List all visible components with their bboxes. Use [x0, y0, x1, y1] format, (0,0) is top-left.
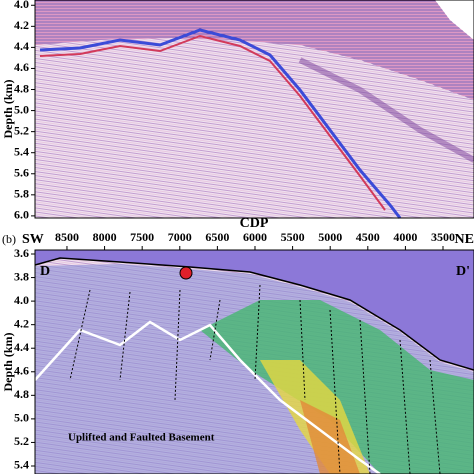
x-tick-label: 8500 — [55, 230, 79, 244]
y-tick-label: 5.4 — [14, 458, 29, 472]
y-tick-label: 4.8 — [14, 81, 29, 95]
x-tick-label: 4500 — [356, 230, 380, 244]
y-tick-label: 4.6 — [14, 364, 29, 378]
x-tick-label: 4000 — [393, 230, 417, 244]
y-tick-label: 4.4 — [14, 39, 29, 53]
annotation: Uplifted and Faulted Basement — [68, 432, 215, 444]
y-axis-label: Depth (km) — [1, 332, 15, 391]
x-tick-label: 5500 — [281, 230, 305, 244]
section-end: D' — [456, 264, 470, 279]
y-tick-label: 4.8 — [14, 387, 29, 401]
y-tick-label: 4.2 — [14, 316, 29, 330]
y-tick-label: 4.6 — [14, 60, 29, 74]
y-tick-label: 3.8 — [14, 269, 29, 283]
y-tick-label: 4.0 — [14, 293, 29, 307]
y-axis-label: Depth (km) — [1, 79, 15, 138]
x-tick-label: 6500 — [205, 230, 229, 244]
x-tick-label: 7500 — [130, 230, 154, 244]
y-tick-label: 5.0 — [14, 102, 29, 116]
section-start: D — [40, 264, 50, 279]
y-tick-label: 5.8 — [14, 187, 29, 201]
y-tick-label: 4.0 — [14, 0, 29, 11]
y-tick-label: 5.2 — [14, 123, 29, 137]
x-tick-label: 7000 — [168, 230, 192, 244]
y-tick-label: 4.4 — [14, 340, 29, 354]
panel-b-image — [34, 249, 474, 474]
y-tick-label: 4.2 — [14, 18, 29, 32]
y-tick-label: 5.0 — [14, 411, 29, 425]
y-tick-label: 6.0 — [14, 208, 29, 222]
x-axis-label: CDP — [240, 216, 269, 231]
x-tick-label: 8000 — [93, 230, 117, 244]
x-tick-label: 6000 — [243, 230, 267, 244]
panel-label: (b) — [2, 232, 16, 246]
y-tick-label: 5.2 — [14, 434, 29, 448]
x-tick-label: 5000 — [318, 230, 342, 244]
y-tick-label: 3.6 — [14, 246, 29, 260]
panel-a-image — [34, 0, 474, 219]
left-direction: SW — [22, 232, 44, 247]
x-tick-label: 3500 — [431, 230, 455, 244]
right-direction: NE — [455, 232, 474, 247]
y-tick-label: 5.4 — [14, 144, 29, 158]
y-tick-label: 5.6 — [14, 166, 29, 180]
